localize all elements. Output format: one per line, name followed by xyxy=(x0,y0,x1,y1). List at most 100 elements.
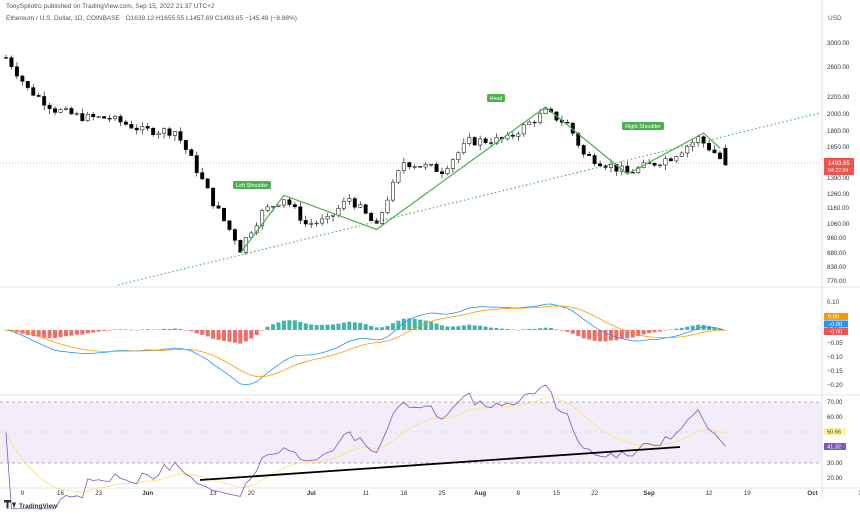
candle-body xyxy=(494,137,499,144)
candle-body xyxy=(723,147,728,166)
macd-histogram-bar xyxy=(331,324,335,330)
rsi-axis-label: 60.00 xyxy=(827,414,843,421)
right-shoulder-badge xyxy=(622,122,664,130)
candle-body xyxy=(200,172,205,180)
candle-body xyxy=(658,164,662,167)
macd-histogram-bar xyxy=(172,328,177,330)
macd-histogram-bar xyxy=(151,329,156,331)
price-axis-label: 2200.00 xyxy=(827,94,850,101)
macd-histogram-bar xyxy=(668,329,673,331)
macd-histogram-bar xyxy=(200,330,205,335)
candle-body xyxy=(325,216,330,220)
macd-histogram-bar xyxy=(570,330,575,334)
candle-body xyxy=(167,128,172,136)
macd-histogram-bar xyxy=(423,320,428,330)
right-shoulder-text: Right Shoulder xyxy=(625,124,661,130)
candle-body xyxy=(42,96,47,106)
macd-histogram-bar xyxy=(538,328,543,330)
macd-histogram-bar xyxy=(118,329,123,330)
ohlc-values: O1639.12 H1655.55 L1457.69 C1493.65 −145… xyxy=(126,15,297,22)
macd-histogram-bar xyxy=(347,321,352,330)
rsi-axis-label: 30.00 xyxy=(827,460,843,467)
macd-histogram-bar xyxy=(374,327,379,330)
candle-body xyxy=(140,126,145,131)
last-price-value: 1493.65 xyxy=(828,161,850,167)
candle-body xyxy=(69,108,74,115)
candle-body xyxy=(74,113,79,115)
macd-histogram-bar xyxy=(505,328,510,330)
macd-histogram-bar xyxy=(352,322,357,330)
left-shoulder-badge xyxy=(233,181,271,189)
candle-body xyxy=(358,204,363,208)
macd-histogram-bar xyxy=(396,320,401,330)
candle-body xyxy=(194,155,199,173)
candle-body xyxy=(668,158,673,162)
macd-histogram-bar xyxy=(619,330,624,340)
macd-histogram-bar xyxy=(167,328,172,330)
candle-body xyxy=(652,162,657,166)
macd-histogram-bar xyxy=(325,324,330,330)
time-axis-label: 18 xyxy=(400,490,407,497)
macd-histogram-bar xyxy=(679,327,684,330)
symbol-name: Ethereum / U.S. Dollar, 1D, COINBASE xyxy=(6,15,120,22)
price-axis-label: 960.00 xyxy=(827,235,846,242)
macd-histogram-bar xyxy=(598,330,603,342)
macd-histogram-bar xyxy=(271,324,276,330)
rsi-band xyxy=(0,402,822,463)
rsi-ma-badge xyxy=(824,428,846,435)
price-axis: 3000.00 2600.00 2200.00 2000.00 1800.00 1650.… xyxy=(827,40,850,285)
candle-body xyxy=(434,164,439,172)
head-shoulders-pattern-line xyxy=(239,106,721,254)
time-axis-label: Sep xyxy=(643,490,655,497)
macd-histogram-bar xyxy=(25,330,30,335)
candle-body xyxy=(102,116,107,119)
macd-histogram-bar xyxy=(674,328,679,330)
candle-body xyxy=(423,164,428,168)
countdown-value: 04:22:34 xyxy=(828,168,848,174)
candle-body xyxy=(145,126,150,129)
macd-histogram-bar xyxy=(85,330,90,334)
price-axis-label: 1160.00 xyxy=(827,205,849,212)
macd-histogram-bar xyxy=(189,330,194,332)
macd-histogram-bar xyxy=(440,325,444,330)
price-axis-label: 1650.00 xyxy=(827,144,850,151)
macd-histogram-bar xyxy=(178,329,183,330)
macd-histogram-bar xyxy=(630,330,635,338)
macd-histogram-bar xyxy=(565,330,570,332)
macd-histogram-bar xyxy=(129,329,134,331)
candle-body xyxy=(232,229,237,241)
macd-histogram-bar xyxy=(156,329,161,331)
time-axis-label: 23 xyxy=(95,490,102,497)
price-axis-label: 770.00 xyxy=(827,278,846,285)
candles-layer xyxy=(4,54,728,255)
price-axis-label: 830.00 xyxy=(827,264,846,271)
candle-body xyxy=(565,121,570,124)
macd-histogram-bar xyxy=(358,322,363,330)
macd-histogram-bar xyxy=(243,330,248,342)
last-price-badge: 1493.65 04:22:34 xyxy=(824,158,854,175)
candle-body xyxy=(211,187,216,207)
tradingview-brand: TradingView xyxy=(4,500,58,510)
head-badge xyxy=(487,94,505,102)
macd-histogram-bar xyxy=(472,325,477,330)
currency-label: USD xyxy=(828,15,842,22)
macd-histogram-bar xyxy=(107,330,112,331)
candle-body xyxy=(538,113,543,123)
macd-layer xyxy=(4,303,728,386)
candle-body xyxy=(216,205,221,209)
macd-histogram-bar xyxy=(281,320,286,330)
macd-histogram-bar xyxy=(145,329,150,330)
candle-body xyxy=(696,136,701,143)
macd-histogram-bar xyxy=(58,330,63,338)
head-text: Head xyxy=(490,96,503,102)
left-shoulder-text: Left Shoulder xyxy=(236,183,268,189)
candle-body xyxy=(25,80,30,88)
macd-histogram-bar xyxy=(265,326,270,330)
macd-histogram-bar xyxy=(478,325,483,330)
macd-histogram-bar xyxy=(489,327,494,330)
time-axis-label: 10 xyxy=(858,490,860,497)
publisher-line: TonySpilotro published on TradingView.co… xyxy=(6,3,215,10)
candle-body xyxy=(516,133,521,137)
candle-body xyxy=(418,166,423,168)
candle-body xyxy=(36,95,41,97)
